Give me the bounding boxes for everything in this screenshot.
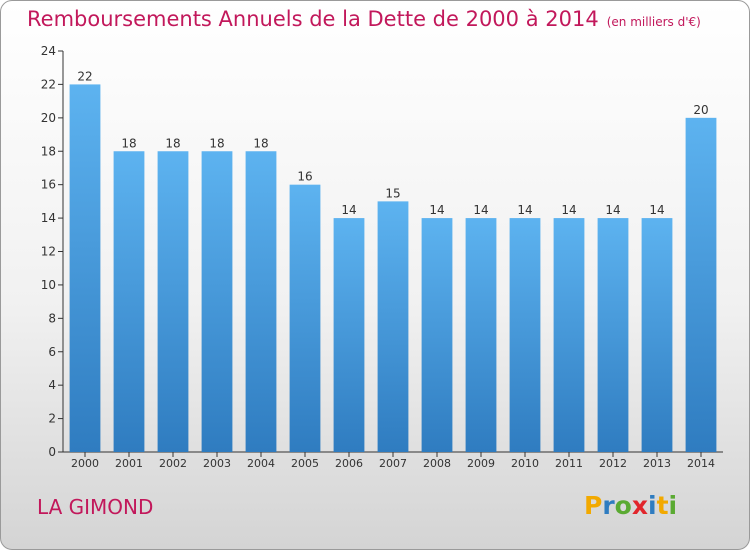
y-tick-label: 2 [48,412,56,426]
bar-value-label: 14 [473,203,488,217]
x-tick-label: 2003 [203,457,231,470]
x-tick-label: 2007 [379,457,407,470]
title-text: Remboursements Annuels de la Dette de 20… [27,7,599,31]
bar-value-label: 18 [209,136,224,150]
bar-value-label: 20 [693,103,708,117]
logo-letter: x [631,491,648,520]
bar [509,218,541,452]
y-tick-label: 16 [41,178,56,192]
bar [201,151,233,452]
proxiti-logo: Proxiti [584,491,677,520]
y-tick-label: 22 [41,77,56,91]
bar [289,184,321,452]
y-tick-label: 24 [41,44,56,58]
bar [553,218,585,452]
logo-letter: i [648,491,657,520]
plot-area: 0246810121416182022242220001820011820021… [41,44,723,470]
x-tick-label: 2000 [71,457,99,470]
x-tick-label: 2002 [159,457,187,470]
logo-letter: i [668,491,678,520]
bar [69,84,101,453]
bar [465,218,497,452]
bar [113,151,145,452]
x-tick-label: 2013 [643,457,671,470]
logo-letter: r [602,491,615,520]
bar-value-label: 14 [561,203,576,217]
bar [685,117,717,452]
x-tick-label: 2011 [555,457,583,470]
bar-value-label: 22 [77,69,92,83]
city-name: LA GIMOND [37,495,154,519]
bar [421,218,453,452]
bar [641,218,673,452]
bar-value-label: 18 [253,136,268,150]
x-tick-label: 2005 [291,457,319,470]
bar-value-label: 14 [517,203,532,217]
x-tick-label: 2001 [115,457,143,470]
y-tick-label: 12 [41,245,56,259]
x-tick-label: 2006 [335,457,363,470]
x-tick-label: 2012 [599,457,627,470]
bar-value-label: 15 [385,186,400,200]
y-tick-label: 10 [41,278,56,292]
bar-value-label: 14 [341,203,356,217]
bar [245,151,277,452]
bar-value-label: 18 [121,136,136,150]
bar [333,218,365,452]
bar [597,218,629,452]
x-tick-label: 2014 [687,457,715,470]
chart-title: Remboursements Annuels de la Dette de 20… [27,7,701,31]
logo-letter: t [656,491,669,520]
bar-value-label: 14 [649,203,664,217]
x-tick-label: 2010 [511,457,539,470]
y-tick-label: 4 [48,378,56,392]
bar-value-label: 16 [297,170,312,184]
x-tick-label: 2009 [467,457,495,470]
y-tick-label: 8 [48,311,56,325]
y-tick-label: 20 [41,111,56,125]
bar-value-label: 14 [429,203,444,217]
x-tick-label: 2008 [423,457,451,470]
bar-value-label: 18 [165,136,180,150]
bar-value-label: 14 [605,203,620,217]
bar [157,151,189,452]
x-tick-label: 2004 [247,457,275,470]
y-tick-label: 0 [48,445,56,459]
y-tick-label: 14 [41,211,56,225]
y-tick-label: 18 [41,144,56,158]
logo-letter: P [584,491,603,520]
y-tick-label: 6 [48,345,56,359]
bar [377,201,409,452]
chart-subtitle: (en milliers d'€) [606,15,701,29]
logo-letter: o [614,491,632,520]
